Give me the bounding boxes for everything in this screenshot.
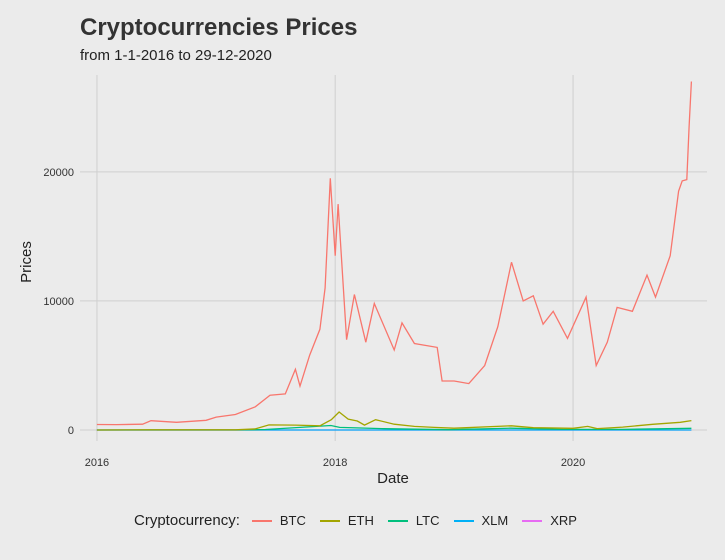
x-axis-label: Date (377, 470, 409, 487)
legend-label: ETH (347, 513, 374, 528)
series-line-ltc (96, 424, 692, 431)
legend-key (251, 519, 272, 522)
x-tick-label: 2016 (85, 457, 109, 469)
line-chart: 0 10000 20000 2016 2018 2020 Date Prices (18, 75, 707, 487)
legend-label: BTC (279, 513, 306, 528)
legend-label: XLM (481, 513, 509, 528)
legend-item-xlm: XLM (453, 513, 509, 528)
legend-item-ltc: LTC (387, 513, 440, 528)
y-tick-label: 20000 (43, 167, 74, 179)
chart-title: Cryptocurrencies Prices (80, 14, 358, 41)
y-axis-label: Prices (18, 241, 35, 283)
tick-labels: 0 10000 20000 2016 2018 2020 (43, 167, 585, 469)
legend-label: XRP (550, 513, 577, 528)
legend-key (319, 519, 340, 522)
legend-key (453, 519, 474, 522)
legend-label: LTC (415, 513, 440, 528)
series-line-eth (96, 411, 692, 431)
x-tick-label: 2018 (323, 457, 347, 469)
legend-key (522, 519, 543, 522)
legend-items: BTC ETH LTC XLM XRP (251, 513, 591, 528)
series-lines (96, 81, 693, 431)
chart-subtitle: from 1-1-2016 to 29-12-2020 (80, 47, 272, 64)
series-line-btc (96, 81, 693, 426)
y-tick-label: 0 (68, 425, 74, 437)
legend: Cryptocurrency: BTC ETH LTC XLM XRP (0, 512, 725, 529)
grid-lines (80, 75, 707, 441)
legend-item-xrp: XRP (522, 513, 577, 528)
legend-key (387, 519, 408, 522)
y-tick-label: 10000 (43, 296, 74, 308)
x-tick-label: 2020 (561, 457, 585, 469)
legend-item-eth: ETH (319, 513, 374, 528)
legend-item-btc: BTC (251, 513, 306, 528)
legend-title: Cryptocurrency: (134, 512, 240, 529)
